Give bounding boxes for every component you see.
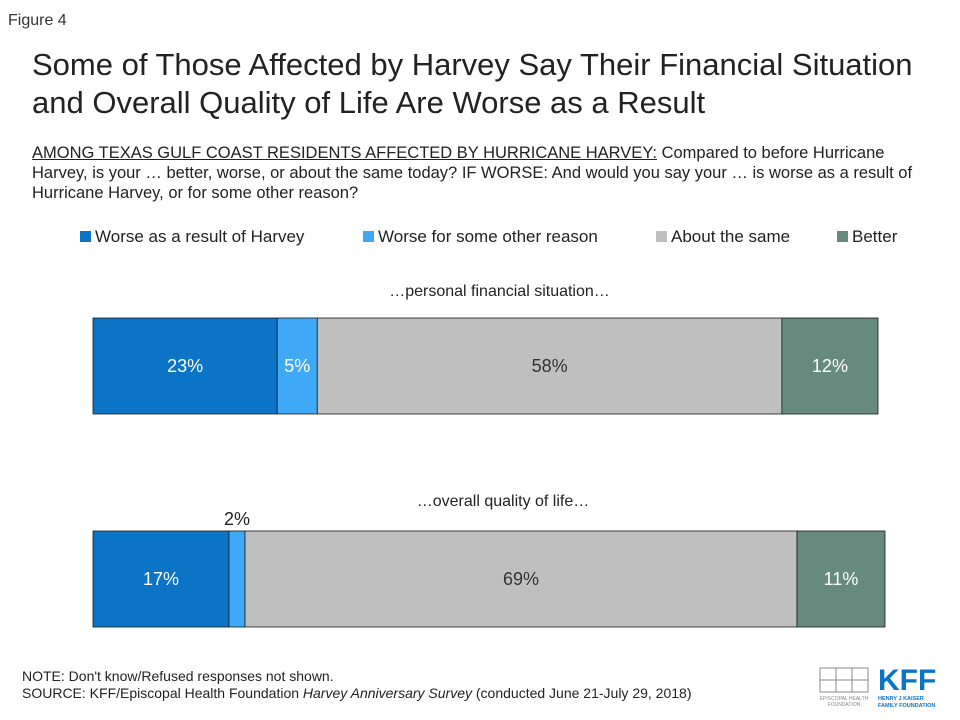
data-label: 23% <box>167 356 203 376</box>
kff-logo-line1: HENRY J KAISER <box>878 696 924 702</box>
ehf-logo-line1: EPISCOPAL HEALTH <box>820 696 869 702</box>
logos: EPISCOPAL HEALTH FOUNDATION KFF HENRY J … <box>819 664 936 709</box>
source-suffix: (conducted June 21-July 29, 2018) <box>472 685 692 701</box>
figure-label: Figure 4 <box>8 12 67 29</box>
ehf-logo-line2: FOUNDATION <box>828 702 861 708</box>
data-label: 17% <box>143 569 179 589</box>
legend-swatch <box>656 231 667 242</box>
bar-segment <box>316 317 783 415</box>
data-label: 2% <box>224 509 250 529</box>
data-label: 58% <box>532 356 568 376</box>
bar-segment <box>276 317 318 415</box>
data-label: 5% <box>284 356 310 376</box>
legend-swatch <box>363 231 374 242</box>
subtitle-text: Compared to before Hurricane Harvey, is … <box>32 144 913 202</box>
data-label: 69% <box>503 569 539 589</box>
source-survey-title: Harvey Anniversary Survey <box>302 685 472 701</box>
data-label: 11% <box>824 569 859 589</box>
bar-segment <box>92 530 230 628</box>
bar-segment <box>781 317 879 415</box>
bar-segment <box>92 317 278 415</box>
bar-segment <box>228 530 246 628</box>
legend-label: Better <box>852 227 898 246</box>
legend-item-worse-other: Worse for some other reason <box>363 227 598 247</box>
legend-swatch <box>80 231 91 242</box>
source-prefix: SOURCE: KFF/Episcopal Health Foundation <box>22 685 303 701</box>
legend-swatch <box>837 231 848 242</box>
kff-logo: KFF HENRY J KAISER FAMILY FOUNDATION <box>878 664 936 709</box>
category-label: …personal financial situation… <box>389 283 610 300</box>
chart-title: Some of Those Affected by Harvey Say The… <box>32 47 913 120</box>
legend-label: Worse for some other reason <box>378 227 598 246</box>
subtitle-lead: AMONG TEXAS GULF COAST RESIDENTS AFFECTE… <box>32 144 657 162</box>
legend-label: About the same <box>671 227 791 246</box>
note-text: NOTE: Don't know/Refused responses not s… <box>22 668 334 684</box>
kff-logo-mark: KFF <box>878 664 936 697</box>
chart-subtitle: AMONG TEXAS GULF COAST RESIDENTS AFFECTE… <box>32 143 932 203</box>
legend-item-better: Better <box>837 227 897 247</box>
kff-logo-line2: FAMILY FOUNDATION <box>878 703 935 709</box>
stacked-bar-chart: …personal financial situation… 23% 5% 58% 12… <box>92 283 886 628</box>
chart-footnote: NOTE: Don't know/Refused responses not s… <box>22 668 691 702</box>
bar-segment <box>244 530 798 628</box>
bar-segment <box>796 530 886 628</box>
ehf-logo: EPISCOPAL HEALTH FOUNDATION <box>819 667 869 708</box>
data-label: 12% <box>812 356 848 376</box>
legend-item-about-same: About the same <box>656 227 790 247</box>
legend-item-worse-harvey: Worse as a result of Harvey <box>80 227 304 247</box>
category-label: …overall quality of life… <box>417 493 590 510</box>
legend-label: Worse as a result of Harvey <box>95 227 305 246</box>
source-text: SOURCE: KFF/Episcopal Health Foundation … <box>22 685 691 702</box>
